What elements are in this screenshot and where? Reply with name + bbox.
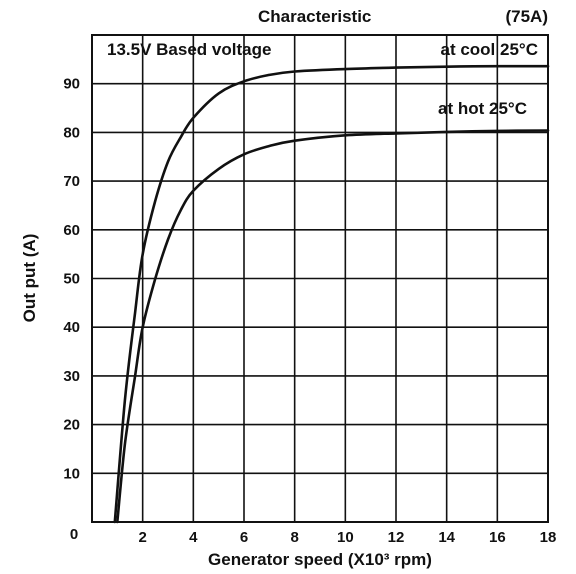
x-tick-label: 10	[337, 529, 354, 546]
y-tick-label: 90	[63, 76, 80, 93]
plot-frame	[91, 34, 549, 523]
x-tick-label: 8	[290, 529, 298, 546]
rating-label: (75A)	[505, 7, 548, 26]
y-axis-label: Out put (A)	[20, 234, 39, 323]
x-tick-label: 16	[489, 529, 506, 546]
y-tick-label: 80	[63, 124, 80, 141]
y-tick-label: 20	[63, 417, 80, 434]
y-tick-label: 30	[63, 368, 80, 385]
series-line-hot	[116, 129, 550, 524]
x-tick-label: 12	[388, 529, 405, 546]
y-tick-label: 70	[63, 173, 80, 190]
x-tick-label: 14	[438, 529, 455, 546]
x-tick-label: 0	[70, 526, 78, 543]
x-tick-labels: 0 2 4 6 8 10 12 14 16 18	[70, 526, 557, 546]
x-tick-label: 18	[540, 529, 557, 546]
x-tick-label: 2	[138, 529, 146, 546]
series-label-hot: at hot 25°C	[438, 99, 527, 118]
series-line-cool	[113, 64, 550, 524]
y-tick-label: 60	[63, 222, 80, 239]
voltage-annotation: 13.5V Based voltage	[107, 40, 271, 59]
x-axis-label: Generator speed (X10³ rpm)	[208, 550, 432, 569]
x-tick-label: 6	[240, 529, 248, 546]
chart-title: Characteristic	[258, 7, 371, 26]
series-label-cool: at cool 25°C	[441, 40, 539, 59]
curves	[113, 64, 550, 524]
y-tick-label: 40	[63, 319, 80, 336]
y-tick-label: 10	[63, 465, 80, 482]
x-tick-label: 4	[189, 529, 198, 546]
y-tick-labels: 10 20 30 40 50 60 70 80 90	[63, 76, 80, 483]
y-tick-label: 50	[63, 271, 80, 288]
